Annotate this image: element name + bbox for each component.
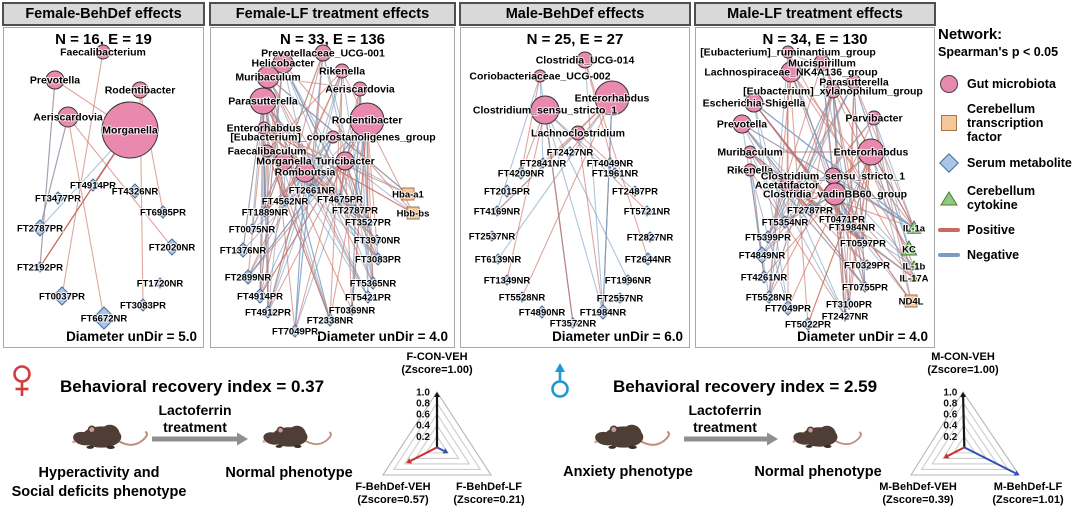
panel-title: Male-LF treatment effects [694,2,936,26]
panel-title: Female-BehDef effects [2,2,205,26]
radar-f-axis-top: F-CON-VEH (Zscore=1.00) [401,351,473,376]
network-stats: N = 16, E = 19 [55,31,152,48]
radar-tick-label: 1.0 [943,388,957,399]
male-after-caption: Normal phenotype [754,464,882,480]
panel-body: N = 16, E = 19 Diameter unDir = 5.0 [3,27,204,348]
panel-body: N = 33, E = 136 Diameter unDir = 4.0 [210,27,455,348]
microbiota-circle-icon [938,75,960,93]
radar-grid [931,413,999,465]
radar-tick-label: 0.4 [943,421,957,432]
radar-tick-label: 0.8 [943,399,957,410]
radar-grid [381,390,493,476]
radar-tick-label: 0.6 [943,410,957,421]
radar-f-axis-br: F-BehDef-LF (Zscore=0.21) [453,481,525,506]
legend-item-metabolite: Serum metabolite [938,153,1078,173]
tf-square-icon [938,115,960,131]
radar-m-axis-top: M-CON-VEH (Zscore=1.00) [927,351,999,376]
panel-male-behdef: Male-BehDef effects N = 25, E = 27 Diame… [459,2,691,348]
radar-tick-label: 0.6 [416,410,430,421]
network-stats: N = 34, E = 130 [762,31,868,48]
female-before-caption: Hyperactivity and Social deficits phenot… [11,465,187,500]
panel-female-behdef: Female-BehDef effects N = 16, E = 19 Dia… [2,2,205,348]
radar-grid [920,402,1010,471]
radar-grid [425,435,449,454]
male-treatment-label: Lactoferrin treatment [688,402,762,435]
radar-tick-label: 0.4 [416,421,430,432]
network-diameter: Diameter unDir = 4.0 [797,329,928,344]
radar-grid [392,402,482,471]
radar-tick-label: 0.2 [943,432,957,443]
legend-subtitle: Spearman's p < 0.05 [938,45,1059,59]
male-icon [551,363,569,398]
legend-item-tf: Cerebellum transcription factor [938,102,1078,144]
network-legend: Network: Spearman's p < 0.05 Gut microbi… [938,26,1078,262]
panel-female-lf: Female-LF treatment effects N = 33, E = … [209,2,456,348]
radar-1: 1.00.80.60.40.2 [910,388,1021,476]
panel-title: Female-LF treatment effects [209,2,456,26]
female-icon [13,365,31,396]
mouse-icon [262,425,332,449]
mouse-icon [72,424,148,450]
network-diameter: Diameter unDir = 6.0 [552,329,683,344]
radar-grid [403,413,471,465]
radar-grid [942,424,988,459]
mouse-icon [792,425,862,449]
radar-m-axis-bl: M-BehDef-VEH (Zscore=0.39) [879,481,957,506]
female-recovery-index: Behavioral recovery index = 0.37 [59,377,325,396]
panel-body: N = 25, E = 27 Diameter unDir = 6.0 [460,27,690,348]
positive-line-icon [938,228,960,232]
legend-item-negative: Negative [938,248,1078,262]
legend-item-cytokine: Cerebellum cytokine [938,184,1078,212]
radar-tick-label: 1.0 [416,388,430,399]
network-diameter: Diameter unDir = 5.0 [66,329,197,344]
radar-grid [414,424,460,459]
legend-item-microbiota: Gut microbiota [938,75,1078,93]
female-treatment-label: Lactoferrin treatment [158,402,232,435]
panel-male-lf: Male-LF treatment effects N = 34, E = 13… [694,2,936,348]
legend-title: Network: [938,26,1003,43]
radar-tick-label: 0.2 [416,432,430,443]
network-stats: N = 25, E = 27 [526,31,624,48]
panel-title: Male-BehDef effects [459,2,691,26]
metabolite-diamond-icon [938,153,960,173]
radar-tick-label: 0.8 [416,399,430,410]
network-stats: N = 33, E = 136 [279,31,386,48]
legend-item-positive: Positive [938,223,1078,237]
radar-0: 1.00.80.60.40.2 [381,388,493,476]
radar-f-axis-bl: F-BehDef-VEH (Zscore=0.57) [355,481,431,506]
network-diameter: Diameter unDir = 4.0 [317,329,448,344]
radar-m-axis-br: M-BehDef-LF (Zscore=1.01) [992,481,1064,506]
male-recovery-index: Behavioral recovery index = 2.59 [612,377,878,396]
radar-grid [910,390,1021,476]
cytokine-triangle-icon [938,190,960,206]
negative-line-icon [938,253,960,257]
radar-grid [952,435,977,454]
male-before-caption: Anxiety phenotype [563,464,693,480]
mouse-icon [594,424,670,450]
panel-body: N = 34, E = 130 Diameter unDir = 4.0 [695,27,935,348]
female-after-caption: Normal phenotype [225,465,353,481]
